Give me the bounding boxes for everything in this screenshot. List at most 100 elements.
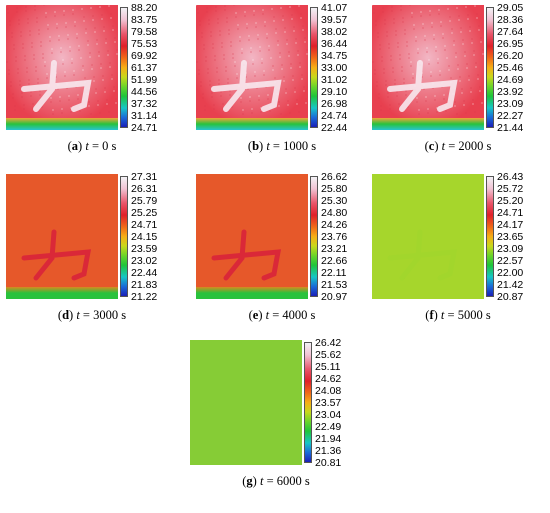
heating-strip-shape	[211, 60, 282, 112]
panel-c: 29.05 28.36 27.64 26.95 26.20 25.46 24.69 23.92…	[372, 2, 545, 173]
color-bar-tick-label: 23.09	[497, 98, 524, 110]
color-bar-tick-label: 25.46	[497, 62, 524, 74]
color-bar-tick-label: 61.37	[131, 62, 158, 74]
color-bar-tick-label: 25.20	[497, 195, 524, 207]
thermal-image-svg	[372, 174, 484, 299]
thermal-image	[372, 174, 484, 299]
color-bar-tick-label: 36.44	[321, 38, 348, 50]
color-bar-tick-label: 88.20	[131, 2, 158, 14]
thermal-field	[196, 174, 308, 299]
color-bar-tick-label: 23.65	[497, 231, 524, 243]
color-bar-tick-label: 22.11	[321, 267, 347, 279]
color-bar	[120, 176, 128, 297]
thermal-bottom-edge	[6, 118, 118, 130]
color-bar-tick-label: 24.74	[321, 110, 348, 122]
color-bar-tick-label: 24.71	[131, 219, 158, 231]
color-bar-tick-label: 22.00	[497, 267, 524, 279]
color-bar-ticks: 29.05 28.36 27.64 26.95 26.20 25.46 24.69 23.92…	[497, 2, 545, 134]
color-bar-tick-label: 20.87	[497, 291, 524, 303]
time-variable: t	[259, 474, 264, 488]
time-variable: t	[441, 139, 446, 153]
color-bar-tick-label: 24.69	[497, 74, 524, 86]
time-value: = 4000 s	[269, 308, 316, 322]
color-bar-tick-label: 39.57	[321, 14, 348, 26]
thermal-bottom-edge	[372, 118, 484, 130]
color-bar-tick-label: 24.62	[315, 373, 342, 385]
color-bar-tick-label: 22.44	[131, 267, 158, 279]
color-bar-tick-label: 22.27	[497, 110, 524, 122]
color-bar-tick-label: 75.53	[131, 38, 158, 50]
color-bar-ticks: 88.20 83.75 79.58 75.53 69.92 61.37 51.99 44.56…	[131, 2, 179, 134]
color-bar-tick-label: 23.59	[131, 243, 158, 255]
heating-strip-shape	[387, 60, 458, 112]
color-bar-tick-label: 27.64	[497, 26, 524, 38]
panel-a: 88.20 83.75 79.58 75.53 69.92 61.37 51.99 44.56…	[6, 2, 179, 173]
color-bar-tick-label: 25.80	[321, 183, 348, 195]
color-bar	[486, 176, 494, 297]
thermal-bottom-edge	[190, 453, 302, 465]
panel-letter: c	[428, 139, 435, 153]
panel-e: 26.62 25.80 25.30 24.80 24.26 23.76 23.21 22.66…	[196, 171, 368, 342]
panel-letter: b	[252, 139, 260, 153]
color-bar-tick-label: 25.30	[321, 195, 348, 207]
color-bar-tick-label: 22.49	[315, 421, 342, 433]
color-bar-tick-label: 24.15	[131, 231, 158, 243]
color-bar-tick-label: 21.53	[321, 279, 348, 291]
time-variable: t	[266, 139, 270, 153]
color-bar-tick-label: 21.42	[497, 279, 524, 291]
panel-caption: (d) t = 3000 s	[57, 308, 127, 322]
color-bar-tick-label: 26.95	[497, 38, 524, 50]
panel-letter: d	[62, 308, 70, 322]
panel-caption: (g) t = 6000 s	[242, 474, 310, 488]
color-bar-tick-label: 25.25	[131, 207, 158, 219]
color-bar-tick-label: 24.26	[321, 219, 348, 231]
panel-d: 27.31 26.31 25.79 25.25 24.71 24.15 23.59 23.02…	[6, 171, 179, 342]
heating-strip-shape	[21, 60, 92, 112]
color-bar-tick-label: 20.97	[321, 291, 348, 303]
color-bar	[486, 7, 494, 128]
color-bar-tick-label: 69.92	[131, 50, 158, 62]
color-bar-ticks: 26.42 25.62 25.11 24.62 24.08 23.57 23.04 22.49…	[315, 337, 363, 469]
panel-letter: e	[252, 308, 259, 322]
color-bar-tick-label: 23.57	[315, 397, 342, 409]
thermal-image	[196, 174, 308, 299]
thermal-image	[196, 5, 308, 130]
thermal-bottom-edge	[372, 287, 484, 299]
thermal-field	[372, 174, 484, 299]
color-bar-tick-label: 26.98	[321, 98, 348, 110]
color-bar-tick-label: 22.44	[321, 122, 348, 134]
panel-caption: (e) t = 4000 s	[248, 308, 316, 322]
color-bar-tick-label: 26.42	[315, 337, 342, 349]
time-variable: t	[440, 308, 445, 322]
time-variable: t	[85, 139, 89, 153]
panel-letter: g	[246, 474, 253, 488]
color-bar-tick-label: 24.08	[315, 385, 342, 397]
color-bar-tick-label: 23.92	[497, 86, 524, 98]
color-bar-tick-label: 33.00	[321, 62, 348, 74]
time-value: = 1000 s	[269, 139, 317, 153]
color-bar-tick-label: 31.02	[321, 74, 348, 86]
color-bar-tick-label: 24.71	[497, 207, 524, 219]
color-bar-tick-label: 25.72	[497, 183, 524, 195]
thermal-field	[6, 174, 118, 299]
color-bar-tick-label: 21.44	[497, 122, 524, 134]
color-bar-tick-label: 26.31	[131, 183, 158, 195]
color-bar-tick-label: 25.62	[315, 349, 342, 361]
panel-letter: f	[429, 308, 434, 322]
color-bar-tick-label: 83.75	[131, 14, 158, 26]
color-bar-ticks: 27.31 26.31 25.79 25.25 24.71 24.15 23.59 23.02…	[131, 171, 179, 303]
color-bar	[310, 7, 318, 128]
color-bar-tick-label: 21.36	[315, 445, 342, 457]
thermal-field	[372, 5, 484, 130]
color-bar-tick-label: 79.58	[131, 26, 158, 38]
color-bar-tick-label: 25.79	[131, 195, 158, 207]
panel-caption: (f) t = 5000 s	[425, 308, 491, 322]
color-bar-tick-label: 28.36	[497, 14, 524, 26]
thermal-image-svg	[196, 5, 308, 130]
time-variable: t	[76, 308, 80, 322]
color-bar-tick-label: 37.32	[131, 98, 158, 110]
time-value: = 6000 s	[263, 474, 310, 488]
panel-f: 26.43 25.72 25.20 24.71 24.17 23.65 23.09 22.57…	[372, 171, 544, 342]
panel-b: 41.07 39.57 38.02 36.44 34.75 33.00 31.02 29.10…	[196, 2, 368, 173]
color-bar-tick-label: 44.56	[131, 86, 158, 98]
